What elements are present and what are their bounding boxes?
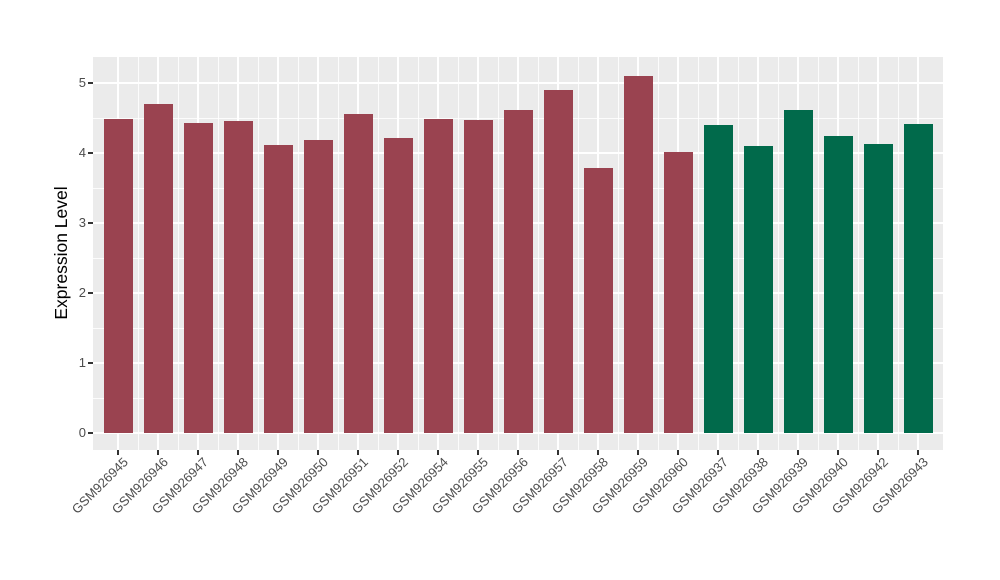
x-tick-mark [517,450,519,455]
v-minor-gridline [818,57,819,450]
bar-GSM926948 [223,120,253,433]
y-axis-title: Expression Level [51,186,71,320]
bar-GSM926950 [303,140,333,433]
x-tick-mark [157,450,159,455]
y-tick-mark [88,362,93,364]
x-tick-mark [237,450,239,455]
y-tick-mark [88,222,93,224]
x-tick-mark [117,450,119,455]
v-minor-gridline [578,57,579,450]
y-tick-label: 4 [78,145,86,160]
y-tick-label: 1 [78,355,86,370]
x-tick-mark [317,450,319,455]
bar-GSM926955 [463,120,493,433]
v-minor-gridline [658,57,659,450]
x-tick-mark [277,450,279,455]
v-minor-gridline [218,57,219,450]
v-minor-gridline [778,57,779,450]
y-tick-mark [88,82,93,84]
plot-panel [93,57,943,450]
x-tick-mark [757,450,759,455]
x-tick-mark [557,450,559,455]
v-minor-gridline [298,57,299,450]
x-tick-mark [797,450,799,455]
bar-GSM926951 [343,113,373,433]
x-tick-mark [717,450,719,455]
x-tick-mark [837,450,839,455]
x-tick-mark [917,450,919,455]
v-minor-gridline [178,57,179,450]
bar-GSM926960 [663,152,693,433]
bar-GSM926957 [543,90,573,433]
y-tick-mark [88,432,93,434]
bar-GSM926946 [143,104,173,433]
x-tick-mark [597,450,599,455]
v-minor-gridline [538,57,539,450]
v-minor-gridline [138,57,139,450]
bar-GSM926947 [183,122,213,433]
y-tick-mark [88,152,93,154]
bar-GSM926943 [903,123,933,433]
v-minor-gridline [738,57,739,450]
x-tick-mark [677,450,679,455]
bar-GSM926958 [583,168,613,433]
v-minor-gridline [458,57,459,450]
v-minor-gridline [258,57,259,450]
bar-GSM926956 [503,109,533,433]
v-minor-gridline [418,57,419,450]
v-minor-gridline [858,57,859,450]
y-tick-mark [88,292,93,294]
x-tick-mark [397,450,399,455]
bar-GSM926940 [823,136,853,433]
y-tick-label: 3 [78,215,86,230]
x-tick-mark [877,450,879,455]
v-minor-gridline [698,57,699,450]
x-tick-mark [637,450,639,455]
v-minor-gridline [498,57,499,450]
v-minor-gridline [898,57,899,450]
bar-GSM926937 [703,125,733,433]
bar-GSM926945 [103,119,133,433]
bar-GSM926942 [863,143,893,433]
bar-GSM926954 [423,118,453,433]
bar-GSM926949 [263,144,293,433]
v-minor-gridline [618,57,619,450]
v-minor-gridline [338,57,339,450]
x-tick-mark [437,450,439,455]
y-tick-label: 0 [78,425,86,440]
bar-GSM926959 [623,76,653,433]
bar-GSM926939 [783,110,813,433]
x-tick-mark [197,450,199,455]
x-tick-mark [477,450,479,455]
bar-GSM926938 [743,146,773,433]
y-tick-label: 2 [78,285,86,300]
x-tick-mark [357,450,359,455]
v-minor-gridline [378,57,379,450]
bar-GSM926952 [383,137,413,433]
y-tick-label: 5 [78,75,86,90]
